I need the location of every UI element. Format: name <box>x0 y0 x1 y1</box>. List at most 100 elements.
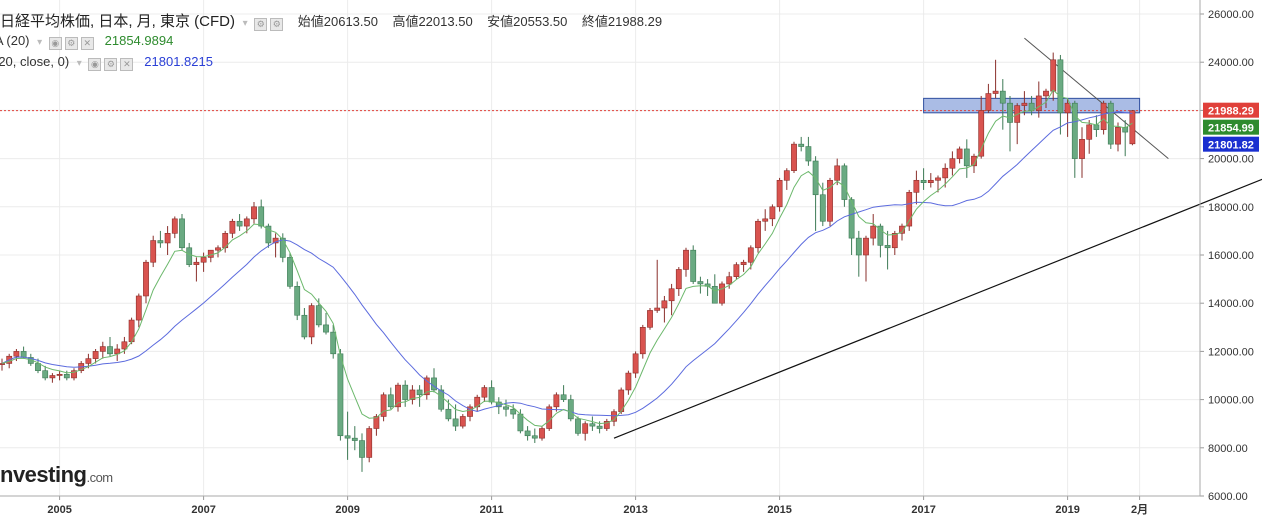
candle-body <box>711 286 718 304</box>
ma-slow-dropdown-icon[interactable]: ▾ <box>76 58 82 69</box>
eye-icon[interactable]: ◉ <box>48 37 62 50</box>
candle-body <box>114 348 121 355</box>
candle-body <box>906 192 913 227</box>
candle-body <box>755 220 761 249</box>
candle-body <box>409 389 416 400</box>
candle-body <box>992 90 999 94</box>
high-label: 高値 <box>392 14 419 29</box>
candle-body <box>870 225 877 239</box>
candle-body <box>99 346 106 352</box>
candle-body <box>1093 124 1100 130</box>
candle-body <box>863 237 869 256</box>
candle-body <box>1043 90 1049 97</box>
candle-body <box>747 247 754 263</box>
candle-body <box>798 143 805 147</box>
candle-body <box>459 416 466 427</box>
candle-body <box>1050 59 1057 92</box>
candle-body <box>330 331 337 355</box>
candle-body <box>999 90 1006 104</box>
candle-body <box>913 179 920 193</box>
candle-body <box>395 384 401 408</box>
candle-body <box>1007 102 1013 123</box>
settings-icon[interactable]: ⚙ <box>254 18 268 31</box>
candle-body <box>697 281 704 285</box>
candle-body <box>575 418 581 434</box>
open-value: 20613.50 <box>323 14 378 29</box>
candle-body <box>323 324 329 333</box>
candle-body <box>589 423 596 427</box>
x-tick-label: 2013 <box>623 504 647 516</box>
legend-ma-slow: (20, close, 0) ▾ ◉ ⚙ ✕ 21801.8215 <box>0 54 213 71</box>
candle-body <box>1122 126 1129 133</box>
x-tick-label: 2009 <box>335 504 359 516</box>
candle-body <box>524 430 531 437</box>
candle-body <box>71 370 77 379</box>
x-tick-label: 2019 <box>1055 504 1079 516</box>
candle-body <box>546 406 553 429</box>
candle-body <box>56 373 63 376</box>
candle-body <box>1071 102 1078 159</box>
candle-body <box>963 148 970 167</box>
candle-body <box>531 435 538 439</box>
candlestick-series <box>0 52 1136 472</box>
candle-body <box>539 428 545 439</box>
candle-body <box>1035 95 1042 111</box>
candle-body <box>294 286 301 316</box>
candle-body <box>49 375 56 379</box>
gear-icon[interactable]: ⚙ <box>270 18 284 31</box>
candle-body <box>193 261 200 265</box>
candle-body <box>1115 126 1121 145</box>
candle-body <box>719 283 725 304</box>
gear-icon[interactable]: ⚙ <box>104 58 118 71</box>
candle-body <box>920 179 927 183</box>
ma-fast-dropdown-icon[interactable]: ▾ <box>37 37 43 48</box>
candle-body <box>315 305 322 326</box>
legend-main: 日経平均株価, 日本, 月, 東京 (CFD) ▾ ⚙ ⚙ 始値20613.50 … <box>0 10 662 31</box>
candle-body <box>949 158 956 169</box>
candle-body <box>877 225 884 246</box>
price-tag <box>1203 136 1259 152</box>
title-dropdown-icon[interactable]: ▾ <box>242 18 248 29</box>
y-tick-label: 20000.00 <box>1208 154 1254 166</box>
candle-body <box>985 93 992 111</box>
y-tick-label: 18000.00 <box>1208 202 1254 214</box>
candle-body <box>258 206 265 227</box>
candle-body <box>243 218 250 227</box>
candle-body <box>380 394 387 417</box>
candle-body <box>935 177 941 181</box>
investing-logo: nvesting.com <box>0 462 113 488</box>
ma-fast-line <box>1 89 1133 427</box>
support-trendline <box>613 178 1262 439</box>
candle-body <box>157 240 164 244</box>
candle-body <box>639 326 646 355</box>
candle-body <box>1079 139 1085 159</box>
eye-icon[interactable]: ◉ <box>88 58 102 71</box>
candle-body <box>272 237 279 244</box>
candle-body <box>1129 110 1136 145</box>
candle-body <box>279 237 286 258</box>
candle-body <box>171 218 178 234</box>
candle-body <box>733 264 740 277</box>
gear-icon[interactable]: ⚙ <box>64 37 78 50</box>
price-tag-label: 21801.82 <box>1208 140 1254 152</box>
candle-body <box>625 372 632 391</box>
candle-body <box>229 220 236 234</box>
candle-body <box>683 249 689 270</box>
y-tick-label: 26000.00 <box>1208 9 1254 21</box>
candle-body <box>481 387 488 398</box>
candle-body <box>416 389 423 396</box>
candle-body <box>215 247 221 251</box>
x-tick-label: 2007 <box>191 504 215 516</box>
candle-body <box>1021 102 1028 106</box>
candle-body <box>164 233 171 244</box>
close-icon[interactable]: ✕ <box>80 37 94 50</box>
close-icon[interactable]: ✕ <box>120 58 134 71</box>
candle-body <box>769 206 776 220</box>
candle-body <box>186 247 193 265</box>
y-tick-label: 12000.00 <box>1208 346 1254 358</box>
candle-body <box>121 341 128 350</box>
x-tick-label: 2月 <box>1131 503 1148 516</box>
price-tag <box>1203 102 1259 118</box>
high-value: 22013.50 <box>418 14 473 29</box>
